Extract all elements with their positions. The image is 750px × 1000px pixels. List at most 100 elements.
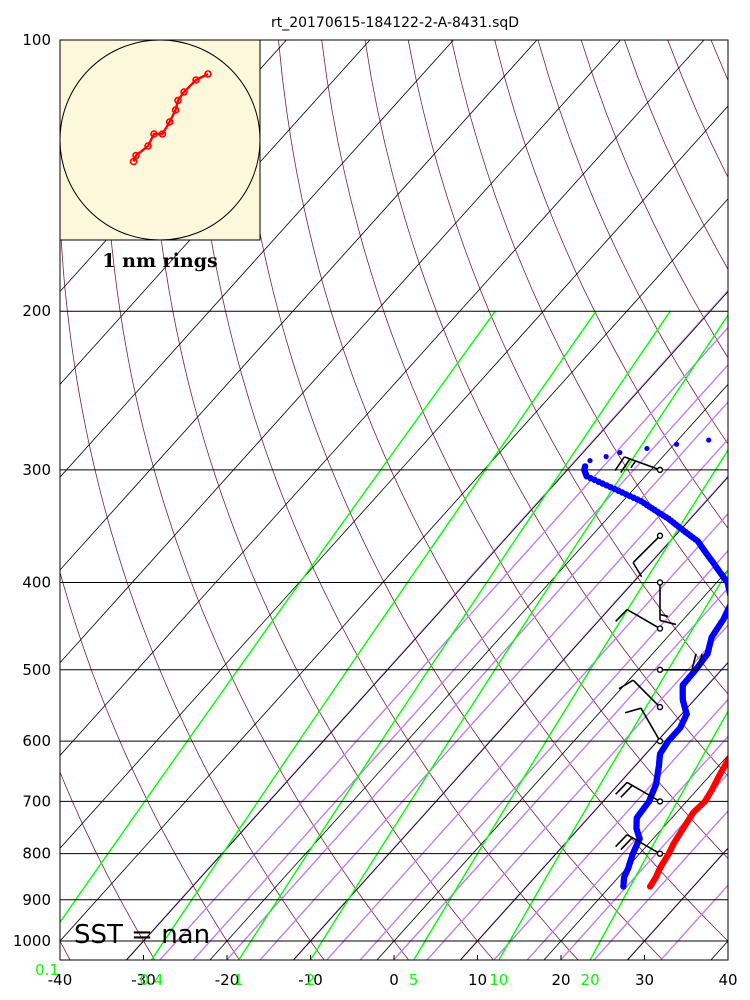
- wind-barb-staff: [626, 833, 661, 855]
- dry-adiabat-line: [624, 40, 728, 271]
- hodograph-point: [192, 76, 200, 84]
- temperature-point: [735, 743, 740, 748]
- wind-barb-flag: [630, 460, 637, 469]
- mixing-ratio-tick-label: 0.1: [35, 961, 59, 979]
- mixing-ratio-axis: 0.1 0.4 1 2 5 10 20: [35, 961, 600, 989]
- wind-barb-flag: [620, 837, 633, 851]
- dry-adiabat-line: [737, 0, 750, 964]
- isotherm-line: [60, 40, 705, 757]
- moist-adiabat-line: [660, 884, 728, 960]
- dry-adiabat-line: [234, 40, 664, 960]
- temperature-axis: -40 -30 -20 -10 0 10 20 30 40: [48, 955, 738, 989]
- mixing-ratio-tick-label: 10: [489, 971, 508, 989]
- hodograph-ring-label: 1 nm rings: [102, 250, 217, 272]
- temperature-point: [736, 741, 741, 746]
- moist-adiabat-line: [192, 363, 728, 960]
- temperature-point: [733, 746, 738, 751]
- dry-adiabat-line: [60, 771, 156, 960]
- mixing-ratio-tick-label: 0.4: [139, 971, 163, 989]
- pressure-tick-label: 500: [22, 661, 51, 679]
- wind-barb-station: [656, 850, 664, 857]
- pressure-tick-label: 600: [22, 732, 51, 750]
- temperature-tick-label: -10: [298, 971, 323, 989]
- isotherm-line: [376, 569, 728, 960]
- hodograph-point: [204, 70, 212, 78]
- dewpoint-point: [729, 599, 734, 604]
- wind-barb-flag: [618, 679, 634, 690]
- dry-adiabat-line: [407, 40, 728, 695]
- hodograph-line: [132, 72, 209, 163]
- moist-adiabat-line: [225, 401, 728, 960]
- wind-barbs: [614, 456, 703, 857]
- mixing-ratio-line: [150, 310, 597, 960]
- wind-barb-flag: [659, 613, 669, 618]
- temperature-tick-label: -20: [215, 971, 240, 989]
- temperature-point: [743, 730, 748, 735]
- isotherm-line: [60, 40, 621, 664]
- wind-barb: [656, 579, 677, 626]
- pressure-tick-label: 100: [22, 31, 51, 49]
- dry-adiabat-line: [537, 40, 728, 445]
- wind-barb-flag: [659, 619, 677, 626]
- wind-barb-station: [656, 798, 664, 805]
- isotherm-line: [459, 662, 728, 960]
- dewpoint-point: [727, 592, 728, 597]
- dewpoint-point: [727, 594, 728, 599]
- mixing-ratio-line: [498, 569, 728, 960]
- temperature-point: [743, 732, 748, 737]
- dewpoint-profile: [581, 437, 734, 890]
- wind-barb: [615, 833, 664, 857]
- wind-barb-staff: [624, 456, 661, 471]
- pressure-tick-label: 400: [22, 573, 51, 591]
- wind-barb-staff: [632, 535, 661, 564]
- dewpoint-point: [587, 458, 593, 464]
- temperature-tick-label: 40: [718, 971, 737, 989]
- pressure-tick-label: 700: [22, 792, 51, 810]
- temperature-tick-label: 20: [551, 971, 570, 989]
- dewpoint-point: [581, 463, 589, 470]
- dry-adiabat-line: [494, 40, 728, 529]
- moist-adiabat-line: [292, 475, 728, 960]
- pressure-tick-label: 1000: [13, 932, 51, 950]
- dewpoint-point: [644, 445, 650, 452]
- temperature-tick-label: 10: [468, 971, 487, 989]
- mixing-ratio-line: [309, 313, 728, 960]
- dewpoint-point: [729, 597, 734, 602]
- sst-label: SST = nan: [74, 920, 210, 950]
- hodograph-point: [129, 157, 138, 166]
- wind-barb-flag: [615, 608, 628, 622]
- sounding-profiles: [581, 437, 750, 890]
- hodograph-point: [132, 151, 140, 160]
- moist-adiabat-line: [559, 772, 728, 960]
- mixing-ratio-tick-label: 1: [234, 971, 244, 989]
- wind-barb-flag: [615, 781, 628, 795]
- hodograph-point: [144, 142, 152, 150]
- hodograph-trace: [129, 70, 212, 166]
- wind-barb-station: [656, 466, 664, 474]
- temperature-point: [727, 754, 728, 758]
- wind-barb-flag: [615, 834, 628, 848]
- temperature-point: [746, 725, 750, 730]
- wind-barb-station: [656, 703, 664, 711]
- isotherm-line: [125, 290, 728, 960]
- hodograph-ring: [59, 39, 261, 241]
- temperature-point: [745, 726, 750, 731]
- mixing-ratio-line: [413, 448, 728, 960]
- dewpoint-point: [727, 602, 728, 604]
- wind-barb-station: [656, 737, 664, 745]
- wind-barb-station: [656, 666, 664, 673]
- wind-barb-flag: [632, 562, 643, 578]
- moist-adiabat-line: [259, 438, 728, 960]
- isotherm-line: [60, 40, 454, 478]
- dewpoint-point: [617, 449, 623, 456]
- isotherm-line: [543, 754, 728, 960]
- dry-adiabat-line: [278, 40, 728, 942]
- hodograph-point: [174, 96, 182, 105]
- pressure-tick-label: 200: [22, 302, 51, 320]
- hodograph-point: [171, 106, 180, 114]
- wind-barb-station: [656, 579, 664, 586]
- wind-barb-staff: [640, 707, 661, 742]
- moist-adiabat-line: [326, 512, 728, 960]
- moist-adiabat-line: [359, 549, 728, 960]
- wind-barb-flag: [620, 784, 633, 798]
